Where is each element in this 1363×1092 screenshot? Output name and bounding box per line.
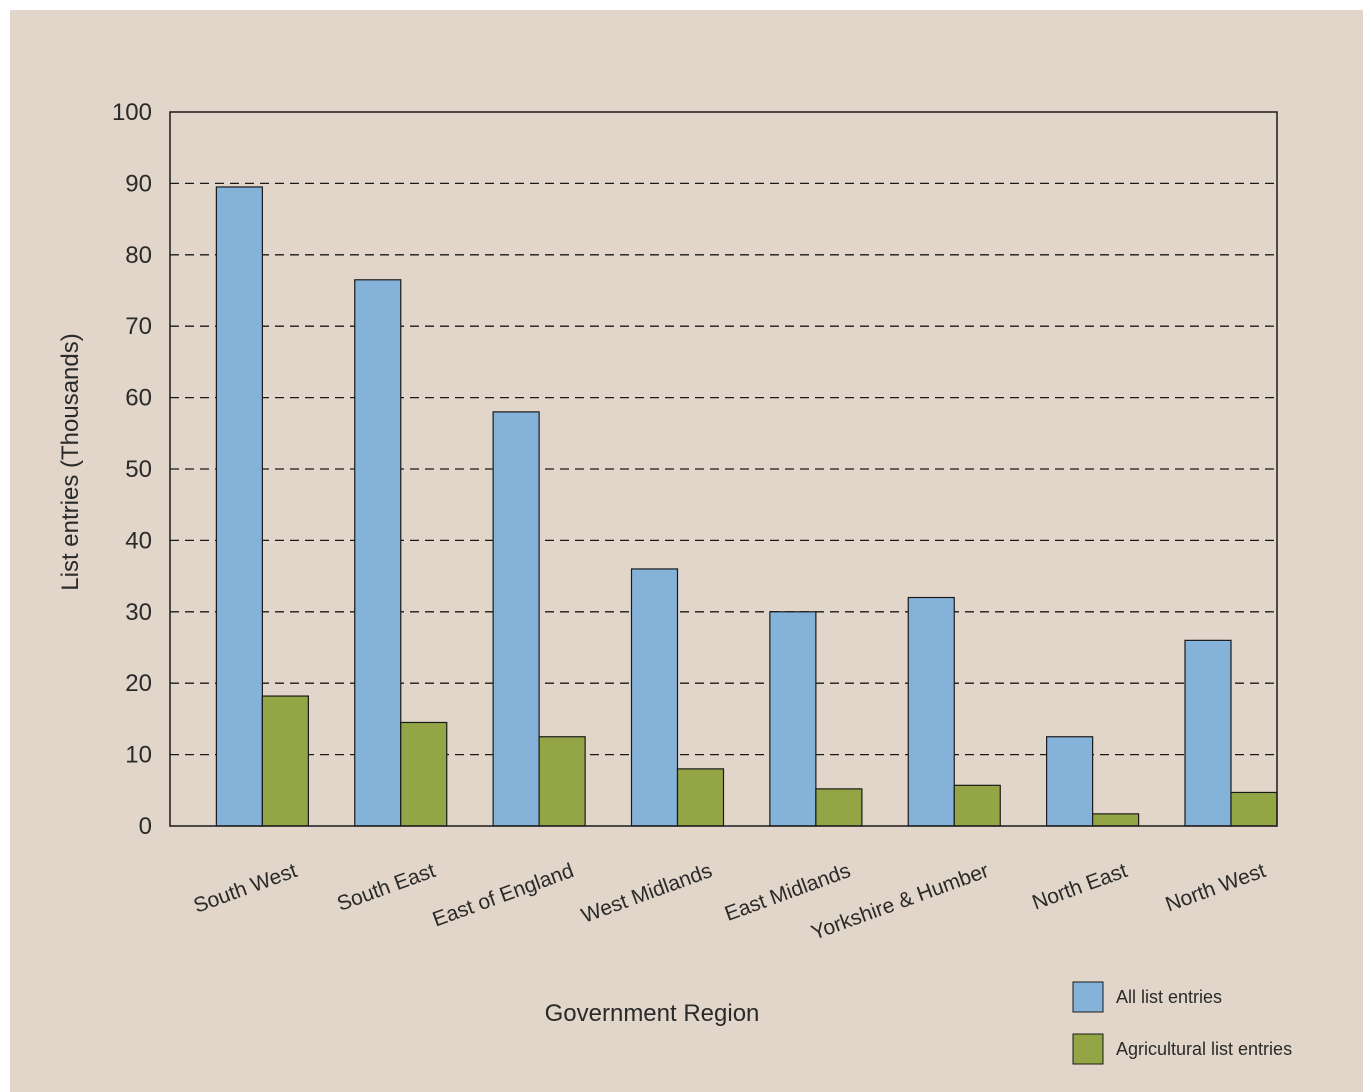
y-tick-label: 10	[125, 742, 152, 769]
bar-all-5	[907, 596, 955, 827]
y-tick-label: 80	[125, 242, 152, 269]
y-axis-title: List entries (Thousands)	[57, 333, 84, 590]
bar-agricultural-5	[953, 784, 1001, 827]
bars	[215, 186, 1278, 827]
plot-frame	[169, 111, 1278, 827]
bar-agricultural-2	[538, 736, 586, 827]
y-tick-label: 90	[125, 170, 152, 197]
bar-all-4	[769, 611, 817, 827]
y-tick-labels: 0 10 20 30 40 50 60 70 80 90 100	[112, 99, 152, 840]
y-tick-label: 40	[125, 527, 152, 554]
legend-swatch-agricultural	[1072, 1033, 1104, 1065]
y-tick-label: 30	[125, 599, 152, 626]
bar-all-7	[1184, 639, 1232, 827]
bar-agricultural-6	[1092, 813, 1140, 827]
bar-agricultural-7	[1230, 791, 1278, 827]
bar-agricultural-0	[261, 695, 309, 827]
chart-background	[10, 10, 1363, 1092]
y-tick-label: 0	[139, 813, 152, 840]
bar-all-3	[630, 568, 679, 827]
y-tick-label: 50	[125, 456, 152, 483]
bar-agricultural-4	[815, 788, 863, 827]
bar-all-1	[354, 279, 402, 827]
bar-all-2	[492, 411, 540, 827]
y-tick-label: 20	[125, 670, 152, 697]
legend-swatch-all	[1072, 981, 1104, 1013]
y-tick-label: 70	[125, 313, 152, 340]
chart-panel: 0 10 20 30 40 50 60 70 80 90 100 South West South E…	[10, 10, 1363, 1092]
legend-label-all: All list entries	[1116, 987, 1222, 1007]
legend-label-agricultural: Agricultural list entries	[1116, 1039, 1292, 1059]
bar-agricultural-1	[400, 721, 448, 827]
bar-all-6	[1046, 736, 1094, 827]
y-tick-label: 100	[112, 99, 152, 126]
legend: All list entries Agricultural list entrie…	[1072, 981, 1292, 1065]
y-tick-label: 60	[125, 385, 152, 412]
bar-all-0	[215, 186, 263, 827]
x-axis-title: Government Region	[545, 1000, 760, 1027]
bar-agricultural-3	[676, 768, 725, 827]
